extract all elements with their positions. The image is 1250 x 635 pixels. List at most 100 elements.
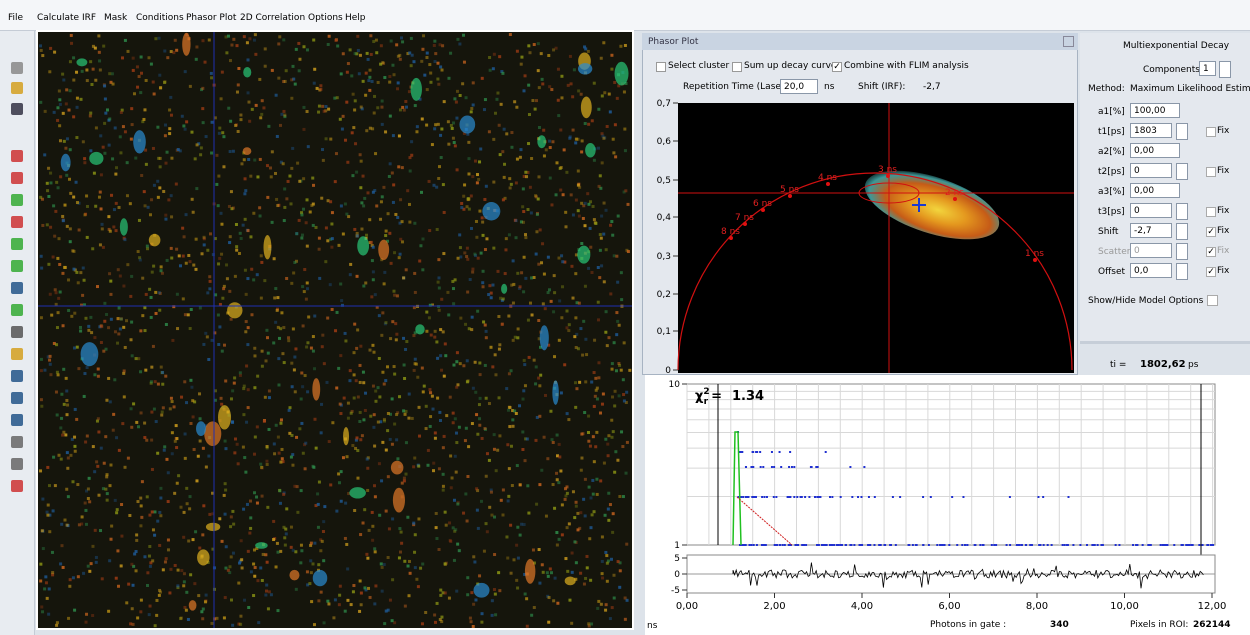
image-pixel	[104, 97, 107, 100]
toolbar-button[interactable]	[11, 103, 23, 115]
image-pixel	[616, 281, 619, 284]
close-button[interactable]	[1063, 36, 1074, 47]
spinner[interactable]	[1176, 163, 1188, 180]
menu-item[interactable]: Calculate	[37, 14, 79, 23]
image-pixel	[247, 229, 250, 232]
checkbox-label[interactable]: Combine with FLIM analysis	[844, 62, 969, 71]
spinner[interactable]	[1176, 223, 1188, 240]
checkbox[interactable]: ✓	[832, 62, 842, 72]
parameter-input[interactable]: -2,7	[1130, 223, 1172, 238]
image-pixel	[240, 237, 243, 240]
toolbar-button[interactable]	[11, 216, 23, 228]
image-pixel	[62, 431, 65, 434]
image-pixel	[238, 562, 241, 565]
toolbar-button[interactable]	[11, 194, 23, 206]
image-pixel	[436, 397, 439, 400]
menu-item[interactable]: Options	[308, 14, 343, 23]
image-pixel	[587, 123, 590, 126]
parameter-input[interactable]: 0,0	[1130, 263, 1172, 278]
fix-checkbox[interactable]: ✓	[1206, 267, 1216, 277]
image-pixel	[344, 139, 347, 142]
toolbar-button[interactable]	[11, 458, 23, 470]
toolbar-button[interactable]	[11, 436, 23, 448]
image-pixel	[87, 497, 90, 500]
parameter-input[interactable]: 0	[1130, 163, 1172, 178]
components-input[interactable]: 1	[1199, 61, 1216, 76]
y-tick-label: 0,7	[657, 99, 671, 109]
image-pixel	[590, 622, 593, 625]
checkbox[interactable]	[656, 62, 666, 72]
toolbar-button[interactable]	[11, 304, 23, 316]
toolbar-button[interactable]	[11, 348, 23, 360]
image-pixel	[161, 272, 164, 275]
image-pixel	[192, 264, 195, 267]
image-pixel	[89, 60, 92, 63]
image-pixel	[440, 298, 443, 301]
image-pixel	[40, 405, 43, 408]
image-pixel	[169, 96, 172, 99]
menu-item[interactable]: Conditions	[136, 14, 184, 23]
checkbox-label[interactable]: Select cluster	[668, 62, 729, 71]
menu-item[interactable]: Help	[345, 14, 366, 23]
toolbar-button[interactable]	[11, 282, 23, 294]
menu-item[interactable]: 2D Correlation	[240, 14, 305, 23]
photon-count	[922, 496, 924, 498]
toolbar-button[interactable]	[11, 370, 23, 382]
image-pixel	[610, 68, 613, 71]
parameter-label: t1[ps]	[1098, 128, 1125, 137]
spinner[interactable]	[1219, 61, 1231, 78]
toolbar-button[interactable]	[11, 238, 23, 250]
toolbar-button[interactable]	[11, 150, 23, 162]
menu-item[interactable]: Mask	[104, 14, 127, 23]
image-pixel	[313, 623, 316, 626]
checkbox-label[interactable]: Sum up decay curve	[744, 62, 836, 71]
image-pixel	[301, 234, 304, 237]
image-pixel	[420, 191, 423, 194]
image-pixel	[135, 569, 138, 572]
spinner[interactable]	[1176, 263, 1188, 280]
image-pixel	[132, 402, 135, 405]
image-pixel	[419, 244, 422, 247]
toolbar-button[interactable]	[11, 172, 23, 184]
parameter-input[interactable]: 0,00	[1130, 143, 1180, 158]
fix-checkbox[interactable]	[1206, 127, 1216, 137]
image-pixel	[185, 262, 188, 265]
image-pixel	[293, 368, 296, 371]
toolbar-button[interactable]	[11, 414, 23, 426]
spinner[interactable]	[1176, 123, 1188, 140]
model-options-label[interactable]: Show/Hide Model Options	[1088, 297, 1203, 306]
image-pixel	[517, 557, 520, 560]
parameter-input[interactable]: 0	[1130, 203, 1172, 218]
fix-checkbox[interactable]: ✓	[1206, 227, 1216, 237]
image-pixel	[196, 143, 199, 146]
image-pixel	[614, 450, 617, 453]
toolbar-button[interactable]	[11, 392, 23, 404]
toolbar-button[interactable]	[11, 260, 23, 272]
menu-item[interactable]: Phasor Plot	[186, 14, 236, 23]
fix-checkbox[interactable]	[1206, 207, 1216, 217]
image-pixel	[138, 219, 141, 222]
image-pixel	[355, 436, 358, 439]
model-options-checkbox[interactable]	[1207, 295, 1218, 306]
parameter-input[interactable]: 0,00	[1130, 183, 1180, 198]
image-pixel	[115, 229, 118, 232]
image-pixel	[115, 202, 118, 205]
toolbar-button[interactable]	[11, 326, 23, 338]
toolbar-button[interactable]	[11, 480, 23, 492]
repetition-input[interactable]: 20,0	[780, 79, 818, 94]
toolbar-button[interactable]	[11, 62, 23, 74]
image-pixel	[69, 578, 72, 581]
image-pixel	[94, 47, 97, 50]
image-pixel	[384, 321, 387, 324]
fix-checkbox[interactable]	[1206, 167, 1216, 177]
parameter-input[interactable]: 100,00	[1130, 103, 1180, 118]
checkbox[interactable]	[732, 62, 742, 72]
spinner[interactable]	[1176, 203, 1188, 220]
parameter-input[interactable]: 1803	[1130, 123, 1172, 138]
menu-item[interactable]: File	[8, 14, 23, 23]
menu-item[interactable]: IRF	[82, 14, 96, 23]
image-pixel	[281, 352, 284, 355]
toolbar-button[interactable]	[11, 82, 23, 94]
image-pixel	[550, 300, 553, 303]
image-pixel	[566, 412, 569, 415]
